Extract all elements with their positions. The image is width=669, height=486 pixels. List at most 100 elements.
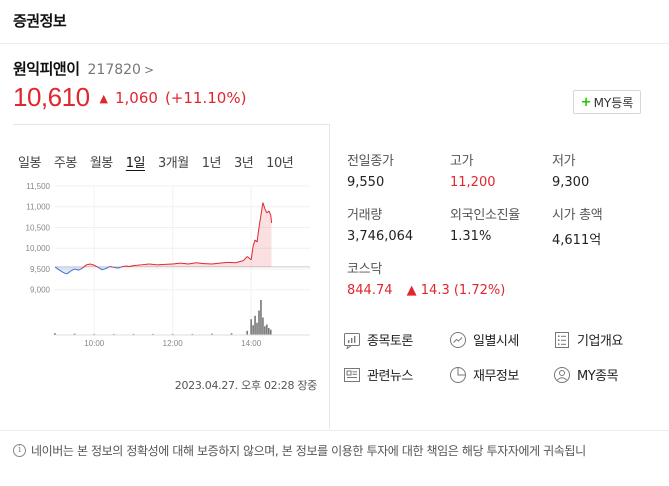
price-line-segment <box>78 267 83 271</box>
price-line-segment <box>121 265 126 268</box>
disclaimer-text: 네이버는 본 정보의 정확성에 대해 보증하지 않으며, 본 정보를 이용한 투… <box>31 444 586 458</box>
header: 증권정보 <box>0 0 669 44</box>
volume-bar <box>269 329 272 335</box>
price-line-segment <box>250 246 254 260</box>
tab-week-candle[interactable]: 주봉 <box>53 156 77 171</box>
stat-label: 코스닥 <box>347 262 382 277</box>
footer: i 네이버는 본 정보의 정확성에 대해 보증하지 않으며, 본 정보를 이용한… <box>0 430 669 486</box>
price-line-segment <box>117 266 122 269</box>
kosdaq-index: 844.74 <box>347 283 393 298</box>
stock-code[interactable]: 217820 <box>87 62 141 78</box>
volume-bar <box>211 333 213 335</box>
stat-value: 4,611억 <box>552 233 602 248</box>
stock-name-row[interactable]: 원익피앤이 217820 > <box>13 58 154 79</box>
volume-bar <box>262 317 264 335</box>
tab-10year[interactable]: 10년 <box>266 156 294 171</box>
price-line-segment <box>242 256 248 262</box>
stat-value: 9,550 <box>347 175 385 190</box>
volume-bar <box>250 319 252 335</box>
my-register-label: MY등록 <box>593 95 634 110</box>
price-line-segment <box>219 261 228 264</box>
stat-label: 저가 <box>552 154 576 169</box>
stat-value: 1.31% <box>450 229 492 244</box>
price-line-segment <box>211 262 220 265</box>
y-tick-label: 10,500 <box>26 223 51 232</box>
price-line-segment <box>86 263 91 266</box>
stat-label: 고가 <box>450 154 474 169</box>
stat-value: 3,746,064 <box>347 229 414 244</box>
volume-bar <box>73 333 76 335</box>
price-line-segment <box>113 266 118 269</box>
stat-label: 외국인소진율 <box>450 208 520 223</box>
price-line-segment <box>109 265 114 268</box>
volume-bar <box>260 300 262 335</box>
price-line-segment <box>70 268 75 272</box>
y-tick-label: 9,000 <box>30 286 51 295</box>
x-tick-label: 10:00 <box>84 339 105 348</box>
volume-bar <box>256 322 258 335</box>
trend-circle-icon <box>450 331 466 348</box>
board-chart-icon <box>344 332 360 349</box>
price-line-segment <box>188 262 197 265</box>
price-line-segment <box>264 208 268 214</box>
price-line-segment <box>268 210 272 216</box>
link-company-overview[interactable]: 기업개요 <box>553 330 623 349</box>
volume-bar <box>252 325 254 335</box>
price-line-segment <box>90 263 95 266</box>
volume-bar <box>132 333 135 335</box>
tab-day-candle[interactable]: 일봉 <box>18 156 41 171</box>
stat-low: 저가 9,300 <box>552 150 589 190</box>
link-label: 관련뉴스 <box>367 369 413 384</box>
tab-3year[interactable]: 3년 <box>233 156 254 171</box>
price-change-percent: (+11.10%) <box>164 89 247 107</box>
link-my-stocks[interactable]: MY종목 <box>553 365 619 384</box>
price-line-segment <box>256 227 260 243</box>
x-tick-label: 14:00 <box>241 339 262 348</box>
tab-1day[interactable]: 1일 <box>125 156 146 171</box>
link-daily-price[interactable]: 일별시세 <box>449 330 519 349</box>
tab-3month[interactable]: 3개월 <box>158 156 189 171</box>
my-register-button[interactable]: + MY등록 <box>573 90 641 114</box>
stat-kosdaq: 코스닥 844.74 ▲ 14.3 (1.72%) <box>347 258 505 298</box>
price-line-segment <box>246 256 252 261</box>
price-line-segment <box>105 266 111 269</box>
price-line-segment <box>101 268 107 271</box>
tab-month-candle[interactable]: 월봉 <box>89 156 113 171</box>
document-list-icon <box>555 331 569 348</box>
price-line-segment <box>235 260 244 264</box>
volume-bar <box>93 333 96 335</box>
stat-label: 시가 총액 <box>552 208 603 223</box>
pie-chart-icon <box>450 366 466 383</box>
chart-timestamp: 2023.04.27. 오후 02:28 장중 <box>174 379 318 392</box>
price-line-segment <box>252 239 256 247</box>
area-down <box>55 266 272 274</box>
price-change: 1,060 <box>115 89 158 107</box>
user-circle-icon <box>554 366 570 383</box>
price-line-segment <box>260 202 264 216</box>
volume-bar <box>264 326 266 335</box>
link-discussion[interactable]: 종목토론 <box>343 330 413 349</box>
section-title: 증권정보 <box>13 12 67 30</box>
volume-bar <box>230 333 233 335</box>
stat-foreign-ratio: 외국인소진율 1.31% <box>450 204 520 244</box>
link-financial-info[interactable]: 재무정보 <box>449 365 519 384</box>
area-up <box>55 202 272 267</box>
newspaper-icon <box>344 367 360 382</box>
price-line-segment <box>180 262 189 265</box>
tab-1year[interactable]: 1년 <box>201 156 222 171</box>
price-line-segment <box>270 214 273 223</box>
link-label: 일별시세 <box>473 334 519 349</box>
chevron-right-icon[interactable]: > <box>143 63 155 77</box>
disclaimer: i 네이버는 본 정보의 정확성에 대해 보증하지 않으며, 본 정보를 이용한… <box>13 442 586 459</box>
price-chart[interactable]: 11,500 11,000 10,500 10,000 9,500 9,000 10:00 1… <box>13 180 313 360</box>
price-line-segment <box>97 266 103 271</box>
volume-bar <box>266 324 268 335</box>
stock-name[interactable]: 원익피앤이 <box>13 60 80 78</box>
price-row: 10,610 ▲ 1,060 (+11.10%) <box>13 82 246 113</box>
y-tick-label: 9,500 <box>30 265 51 274</box>
y-tick-label: 11,000 <box>26 203 50 212</box>
price-line-segment <box>66 270 71 275</box>
price-line-segment <box>141 263 150 266</box>
price-line-segment <box>54 266 60 271</box>
link-related-news[interactable]: 관련뉴스 <box>343 365 413 384</box>
